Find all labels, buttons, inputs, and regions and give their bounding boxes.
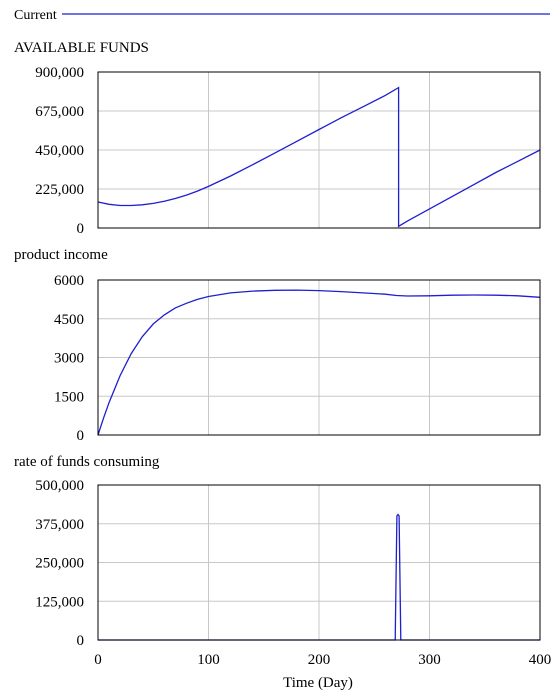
x-tick-label: 300 bbox=[418, 652, 441, 668]
y-tick-label: 0 bbox=[77, 428, 85, 444]
series-line-current bbox=[97, 86, 541, 228]
plot-frame bbox=[97, 279, 541, 436]
chart-title: rate of funds consuming bbox=[14, 454, 160, 470]
plot-frame bbox=[97, 71, 541, 229]
series-line-current bbox=[97, 289, 541, 436]
x-tick-label: 0 bbox=[94, 652, 102, 668]
x-axis-label: Time (Day) bbox=[283, 675, 353, 691]
y-tick-label: 375,000 bbox=[35, 517, 84, 533]
y-tick-label: 4500 bbox=[54, 312, 84, 328]
y-tick-label: 3000 bbox=[54, 351, 84, 367]
legend-label: Current bbox=[14, 8, 57, 23]
y-tick-label: 225,000 bbox=[35, 182, 84, 198]
y-tick-label: 450,000 bbox=[35, 143, 84, 159]
y-tick-label: 675,000 bbox=[35, 104, 84, 120]
chart-panel-1: AVAILABLE FUNDS 900,000 675,000 450,000 225,… bbox=[14, 40, 541, 237]
chart-title: AVAILABLE FUNDS bbox=[14, 40, 149, 56]
y-tick-label: 250,000 bbox=[35, 556, 84, 572]
chart-panels: AVAILABLE FUNDS 900,000 675,000 450,000 225,… bbox=[14, 40, 541, 649]
y-tick-label: 500,000 bbox=[35, 478, 84, 494]
plot-frame bbox=[97, 484, 541, 641]
x-tick-label: 200 bbox=[308, 652, 331, 668]
chart-panel-2: product income 6000 4500 3000 1500 0 bbox=[14, 247, 541, 444]
y-tick-label: 0 bbox=[77, 633, 85, 649]
y-tick-label: 0 bbox=[77, 221, 85, 237]
y-tick-label: 6000 bbox=[54, 273, 84, 289]
x-axis-ticks: 0 100 200 300 400 bbox=[94, 652, 551, 668]
y-tick-label: 125,000 bbox=[35, 594, 84, 610]
y-tick-label: 900,000 bbox=[35, 65, 84, 81]
x-tick-label: 100 bbox=[197, 652, 220, 668]
y-tick-label: 1500 bbox=[54, 389, 84, 405]
chart-title: product income bbox=[14, 247, 108, 263]
chart-panel-3: rate of funds consuming 500,000 375,000 250… bbox=[14, 454, 541, 649]
x-tick-label: 400 bbox=[529, 652, 552, 668]
